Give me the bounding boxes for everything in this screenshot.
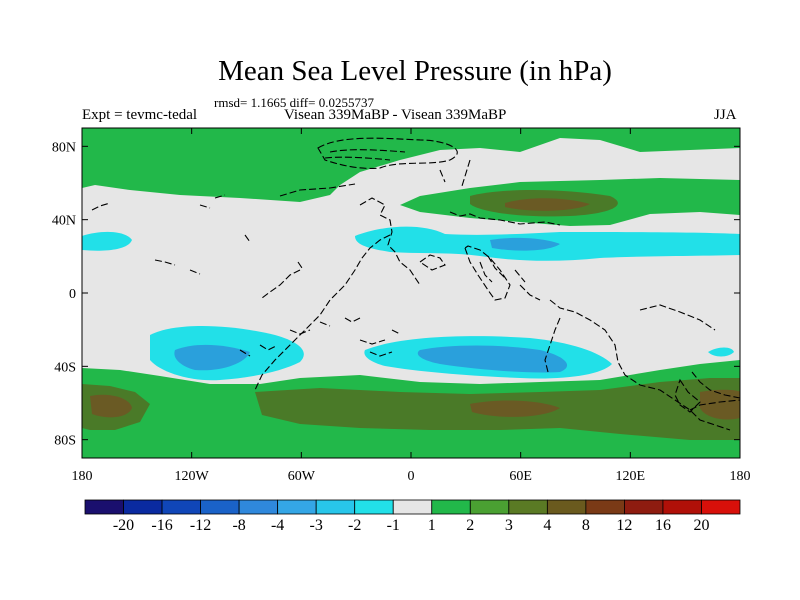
colorbar-level-label: -3 <box>309 517 323 534</box>
experiment-label: Expt = tevmc-tedal <box>82 107 198 123</box>
lat-tick-label: 0 <box>69 287 76 302</box>
lon-tick-label: 60E <box>509 469 532 484</box>
north-pacific-low <box>82 231 132 251</box>
colorbar-level-label: 8 <box>581 517 590 534</box>
south-low-east-small <box>708 347 734 357</box>
colorbar-level-label: 3 <box>504 517 513 534</box>
colorbar-swatch <box>315 499 356 515</box>
colorbar-swatch <box>123 499 163 515</box>
colorbar-swatch <box>546 499 587 515</box>
colorbar-level-label: -8 <box>232 517 246 534</box>
colorbar-level-label: 4 <box>543 517 552 534</box>
lon-tick-label: 120E <box>616 469 646 484</box>
lon-tick-label: 60W <box>288 469 316 484</box>
lon-tick-label: 180 <box>730 469 751 484</box>
experiment-name: Visean 339MaBP - Visean 339MaBP <box>284 107 507 123</box>
colorbar-swatch <box>161 499 201 515</box>
field-layer <box>82 128 740 458</box>
north-high-center <box>505 198 590 211</box>
colorbar-swatch <box>392 499 433 515</box>
colorbar-swatch <box>84 499 124 515</box>
colorbar-level-label: 12 <box>616 517 633 534</box>
colorbar-swatch <box>200 499 240 515</box>
lon-tick-label: 120W <box>175 469 210 484</box>
coastlines <box>91 137 740 431</box>
colorbar-swatch <box>354 499 394 515</box>
colorbar-swatch <box>469 499 510 515</box>
colorbar-swatch <box>277 499 317 515</box>
colorbar-level-label: -12 <box>189 517 212 534</box>
colorbar-level-label: -16 <box>151 517 173 534</box>
colorbar-swatch <box>701 499 741 515</box>
colorbar-swatch <box>624 499 664 515</box>
lat-tick-label: 80N <box>52 140 76 155</box>
colorbar-level-label: -4 <box>270 517 285 534</box>
stats-line: rmsd= 1.1665 diff= 0.0255737 <box>214 95 374 110</box>
colorbar-swatch <box>431 499 471 515</box>
lon-tick-label: 180 <box>72 469 93 484</box>
lat-tick-label: 40N <box>52 214 76 229</box>
south-high-center-west <box>90 394 132 418</box>
colorbar-level-label: 16 <box>654 517 671 534</box>
colorbar-level-label: 20 <box>693 517 710 534</box>
lat-tick-label: 40S <box>54 360 76 375</box>
lon-tick-label: 0 <box>408 469 415 484</box>
map-title: Mean Sea Level Pressure (in hPa) <box>218 55 612 87</box>
north-low-core <box>490 237 560 251</box>
south-low-west-core <box>174 344 250 371</box>
colorbar <box>84 499 741 515</box>
arctic-high-region <box>82 128 740 202</box>
south-low-central-core <box>417 345 568 373</box>
lat-tick-label: 80S <box>54 434 76 449</box>
colorbar-swatch <box>238 499 279 515</box>
colorbar-level-label: -2 <box>348 517 362 534</box>
colorbar-level-label: 2 <box>466 517 475 534</box>
season-label: JJA <box>714 107 737 123</box>
south-high-center-far-east <box>700 389 740 420</box>
colorbar-level-label: -20 <box>112 517 135 534</box>
latitude-axis: 80N 40N 0 40S 80S <box>52 140 740 449</box>
colorbar-swatch <box>508 499 548 515</box>
colorbar-level-label: -1 <box>386 517 400 534</box>
longitude-axis: 180 120W 60W 0 60E 120E 180 <box>72 128 751 484</box>
colorbar-swatch <box>585 499 625 515</box>
colorbar-swatch <box>662 499 702 515</box>
south-high-center-east <box>470 400 560 417</box>
colorbar-level-label: 1 <box>427 517 436 534</box>
